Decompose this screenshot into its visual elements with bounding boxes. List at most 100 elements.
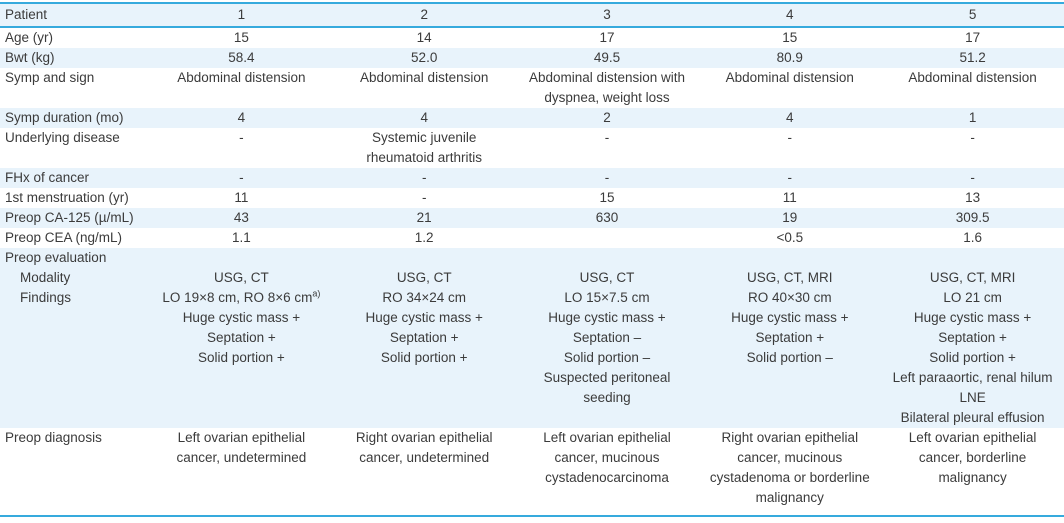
cell	[333, 408, 516, 428]
cell: Huge cystic mass +	[731, 310, 849, 325]
cell: 19	[782, 210, 798, 225]
cell: 21	[416, 210, 432, 225]
cell: 4	[786, 110, 794, 125]
table-row-findings-cystic-mass: Huge cystic mass + Huge cystic mass + Hu…	[0, 308, 1064, 328]
cell	[150, 408, 333, 428]
row-label: FHx of cancer	[5, 170, 90, 185]
cell: -	[239, 130, 244, 145]
preop-evaluation-section: Preop evaluation Modality USG, CT USG, C…	[0, 248, 1064, 428]
cell: -	[604, 130, 610, 145]
table-row-first-menstruation: 1st menstruation (yr) 11 - 15 11 13	[0, 188, 1064, 208]
cell: 1.2	[414, 230, 434, 245]
cell: 49.5	[593, 50, 621, 65]
header-col-2: 2	[420, 7, 428, 22]
cell: 51.2	[959, 50, 986, 65]
cell: LO 21 cm	[943, 290, 1002, 305]
cell: RO 34×24 cm	[382, 290, 467, 305]
findings-size-text: LO 19×8 cm, RO 8×6 cm	[162, 290, 313, 305]
header-col-4: 4	[786, 7, 794, 22]
table-row-fhx-cancer: FHx of cancer - - - - -	[0, 168, 1064, 188]
cell: Abdominal distension	[177, 70, 306, 85]
cell: RO 40×30 cm	[747, 290, 832, 305]
table-row-findings-septation: Septation + Septation + Septation – Sept…	[0, 328, 1064, 348]
header-patient-label: Patient	[5, 7, 48, 22]
cell: 1.1	[232, 230, 251, 245]
cell: 58.4	[228, 50, 255, 65]
cell: -	[604, 170, 610, 185]
row-label: Bwt (kg)	[5, 50, 55, 65]
cell: Huge cystic mass +	[548, 310, 666, 325]
cell	[333, 368, 516, 408]
cell: -	[787, 170, 793, 185]
cell: Left ovarian epithelial cancer, undeterm…	[176, 430, 307, 465]
row-label: Symp duration (mo)	[5, 110, 124, 125]
cell: 17	[599, 30, 615, 45]
cell: 1	[968, 110, 977, 125]
cell: Systemic juvenile rheumatoid arthritis	[366, 130, 482, 165]
cell: USG, CT, MRI	[747, 270, 833, 285]
table-row-findings-extra-1: Suspected peritoneal seeding Left paraao…	[0, 368, 1064, 408]
cell: Solid portion –	[746, 350, 833, 365]
cell: Septation +	[938, 330, 1007, 345]
cell: USG, CT	[214, 270, 269, 285]
cell: USG, CT	[396, 270, 452, 285]
table-row-findings-extra-2: Bilateral pleural effusion	[0, 408, 1064, 428]
cell	[516, 408, 699, 428]
cell: Right ovarian epithelial cancer, mucinou…	[709, 430, 870, 505]
cell: 15	[599, 190, 615, 205]
cell: 2	[603, 110, 611, 125]
cell: Septation +	[755, 330, 825, 345]
cell: Solid portion +	[929, 350, 1016, 365]
cell: Huge cystic mass +	[913, 310, 1032, 325]
table-row-findings-solid-portion: Solid portion + Solid portion + Solid po…	[0, 348, 1064, 368]
cell: 630	[595, 210, 619, 225]
cell: Septation +	[389, 330, 459, 345]
section-label-row: Preop evaluation	[0, 248, 1064, 268]
table-row-modality: Modality USG, CT USG, CT USG, CT USG, CT…	[0, 268, 1064, 288]
row-label: Symp and sign	[5, 70, 95, 85]
cell: Left ovarian epithelial cancer, mucinous…	[543, 430, 671, 485]
cell: Septation –	[572, 330, 642, 345]
cell: -	[421, 170, 427, 185]
cell: <0.5	[776, 230, 804, 245]
table-header-row: Patient 1 2 3 4 5	[0, 2, 1064, 28]
table-row-symp-sign: Symp and sign Abdominal distension Abdom…	[0, 68, 1064, 108]
section-label: Preop evaluation	[5, 250, 107, 265]
cell: 14	[416, 30, 432, 45]
row-label: Preop CA-125 (µ/mL)	[5, 210, 134, 225]
cell: 80.9	[776, 50, 803, 65]
cell: Abdominal distension	[725, 70, 854, 85]
cell	[516, 228, 699, 248]
cell	[698, 408, 881, 428]
table-row-bwt: Bwt (kg) 58.4 52.0 49.5 80.9 51.2	[0, 48, 1064, 68]
cell: 17	[965, 30, 981, 45]
row-label: Findings	[20, 290, 72, 305]
cell	[150, 368, 333, 408]
cell: Bilateral pleural effusion	[900, 410, 1045, 425]
cell: -	[970, 130, 975, 145]
cell: 52.0	[411, 50, 438, 65]
cell: Right ovarian epithelial cancer, undeter…	[355, 430, 493, 465]
cell: Left ovarian epithelial cancer, borderli…	[908, 430, 1037, 485]
cell: -	[421, 190, 427, 205]
table-row-preop-cea: Preop CEA (ng/mL) 1.1 1.2 <0.5 1.6	[0, 228, 1064, 248]
cell: 4	[420, 110, 428, 125]
cell: Suspected peritoneal seeding	[543, 370, 671, 405]
cell: 11	[234, 190, 249, 205]
cell: Solid portion +	[198, 350, 285, 365]
cell: LO 19×8 cm, RO 8×6 cma)	[150, 288, 333, 308]
table-row-findings-size: Findings LO 19×8 cm, RO 8×6 cma) RO 34×2…	[0, 288, 1064, 308]
table-row-preop-ca125: Preop CA-125 (µ/mL) 43 21 630 19 309.5	[0, 208, 1064, 228]
cell: Solid portion +	[380, 350, 468, 365]
row-label: Modality	[20, 270, 71, 285]
table-row-preop-diagnosis: Preop diagnosis Left ovarian epithelial …	[0, 428, 1064, 517]
cell: Left paraaortic, renal hilum LNE	[892, 370, 1053, 405]
header-col-3: 3	[603, 7, 611, 22]
cell: 309.5	[955, 210, 990, 225]
row-label: Underlying disease	[5, 130, 120, 145]
cell: 1.6	[963, 230, 982, 245]
cell: -	[787, 130, 793, 145]
header-col-5: 5	[968, 7, 977, 22]
cell: LO 15×7.5 cm	[564, 290, 650, 305]
